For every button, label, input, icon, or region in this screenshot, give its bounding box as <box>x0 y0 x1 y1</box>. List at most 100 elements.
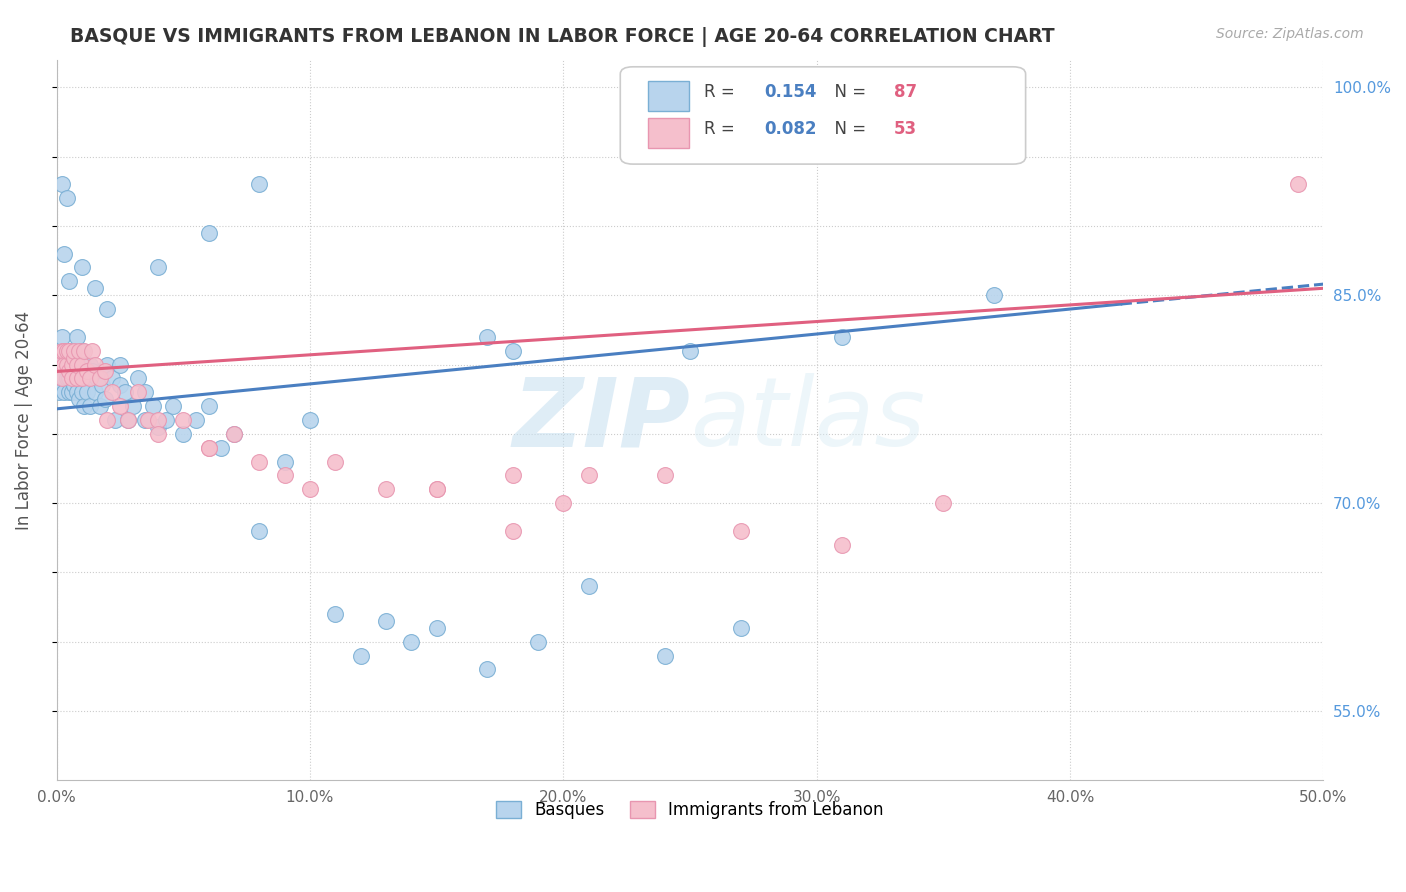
Point <box>209 441 232 455</box>
Point <box>134 385 156 400</box>
Point <box>67 392 90 406</box>
Point <box>51 371 73 385</box>
Point <box>146 260 169 275</box>
Point <box>66 330 89 344</box>
Point <box>70 371 93 385</box>
Point <box>162 399 184 413</box>
Point <box>89 399 111 413</box>
Text: atlas: atlas <box>690 374 925 467</box>
Text: 0.154: 0.154 <box>765 83 817 101</box>
Point <box>323 454 346 468</box>
Point <box>426 482 449 496</box>
Point <box>197 226 219 240</box>
Point <box>76 364 98 378</box>
Point <box>502 524 524 538</box>
Point <box>247 178 270 192</box>
Bar <box>648 80 689 111</box>
Point <box>172 426 194 441</box>
Point <box>83 358 105 372</box>
Point <box>197 399 219 413</box>
Text: R =: R = <box>704 120 740 138</box>
Point <box>55 358 77 372</box>
Point <box>114 385 136 400</box>
Point <box>48 385 70 400</box>
Point <box>66 358 89 372</box>
Point <box>67 358 90 372</box>
Point <box>96 413 118 427</box>
Point <box>146 426 169 441</box>
Text: 87: 87 <box>894 83 917 101</box>
Point <box>374 482 396 496</box>
Point <box>70 358 93 372</box>
Point <box>83 385 105 400</box>
Point <box>932 496 955 510</box>
Point <box>298 413 321 427</box>
Point <box>108 358 131 372</box>
Point <box>66 371 89 385</box>
Point <box>55 343 77 358</box>
Point <box>53 246 76 260</box>
Point <box>477 662 499 676</box>
Point <box>121 399 143 413</box>
Point <box>142 399 165 413</box>
Point <box>96 358 118 372</box>
Point <box>104 413 127 427</box>
Point <box>117 413 139 427</box>
Point <box>654 648 676 663</box>
Point <box>63 351 86 365</box>
Point <box>55 191 77 205</box>
FancyBboxPatch shape <box>620 67 1025 164</box>
Point <box>58 274 80 288</box>
Point <box>155 413 177 427</box>
Point <box>108 378 131 392</box>
Point <box>136 413 159 427</box>
Point <box>127 371 149 385</box>
Text: Source: ZipAtlas.com: Source: ZipAtlas.com <box>1216 27 1364 41</box>
Point <box>426 482 449 496</box>
Point <box>53 385 76 400</box>
Point <box>63 343 86 358</box>
Point <box>63 343 86 358</box>
Point <box>51 330 73 344</box>
Point <box>679 343 702 358</box>
Point <box>73 343 96 358</box>
Point <box>831 330 853 344</box>
Point <box>86 371 108 385</box>
Point <box>146 413 169 427</box>
Point <box>273 454 295 468</box>
Point <box>58 343 80 358</box>
Point <box>51 178 73 192</box>
Point <box>146 420 169 434</box>
Y-axis label: In Labor Force | Age 20-64: In Labor Force | Age 20-64 <box>15 310 32 530</box>
Point <box>60 358 83 372</box>
Point <box>66 385 89 400</box>
Point <box>273 468 295 483</box>
Point <box>323 607 346 621</box>
Point <box>247 524 270 538</box>
Point <box>101 371 124 385</box>
Point <box>553 496 575 510</box>
Point <box>76 371 98 385</box>
Point <box>477 330 499 344</box>
Point <box>60 371 83 385</box>
Point <box>527 634 550 648</box>
Point <box>426 621 449 635</box>
Point <box>55 364 77 378</box>
Point <box>80 343 103 358</box>
Point <box>55 371 77 385</box>
Point <box>197 441 219 455</box>
Point <box>58 385 80 400</box>
Point <box>63 378 86 392</box>
Point <box>66 371 89 385</box>
Point <box>93 392 115 406</box>
Point <box>983 288 1005 302</box>
Point <box>58 371 80 385</box>
Point <box>101 385 124 400</box>
Point <box>730 621 752 635</box>
Legend: Basques, Immigrants from Lebanon: Basques, Immigrants from Lebanon <box>489 795 890 826</box>
Point <box>197 441 219 455</box>
Point <box>80 364 103 378</box>
Point <box>58 364 80 378</box>
Point <box>73 358 96 372</box>
Point <box>401 634 423 648</box>
